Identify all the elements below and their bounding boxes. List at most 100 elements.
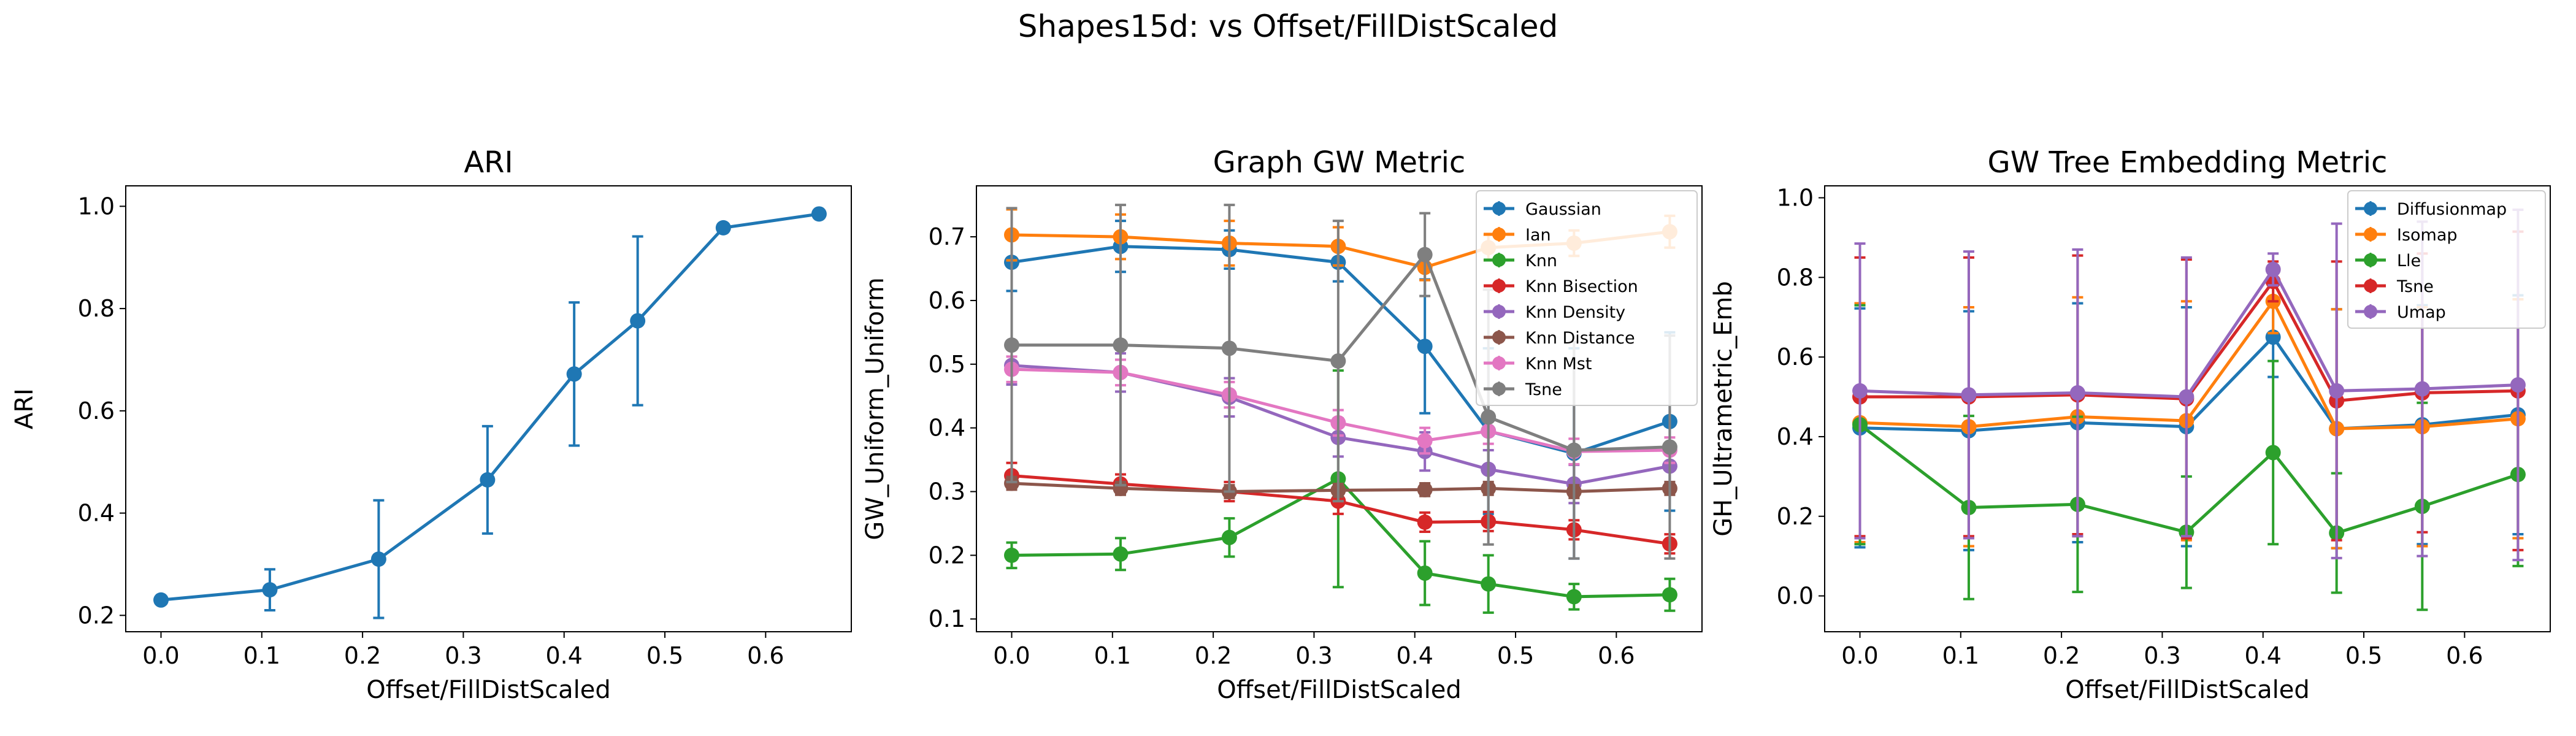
- data-point: [1961, 387, 1977, 403]
- y-axis-label: GH_Ultrametric_Emb: [1709, 281, 1738, 537]
- x-tick-label: 0.5: [646, 642, 683, 669]
- y-tick-label: 0.4: [78, 500, 115, 527]
- chart-title: Graph GW Metric: [1213, 145, 1466, 180]
- data-point: [811, 206, 827, 222]
- x-tick-label: 0.6: [1598, 642, 1635, 669]
- data-point: [630, 313, 646, 329]
- data-point: [1417, 565, 1433, 581]
- figure-suptitle: Shapes15d: vs Offset/FillDistScaled: [1018, 9, 1558, 44]
- y-axis-label: ARI: [10, 388, 39, 429]
- series-line: [1011, 481, 1670, 493]
- series-line: [1011, 367, 1670, 453]
- y-tick-label: 0.1: [929, 605, 965, 632]
- legend-label: Diffusionmap: [2397, 200, 2507, 219]
- data-point: [1417, 481, 1433, 497]
- data-point: [1113, 546, 1129, 562]
- y-tick-label: 0.2: [78, 602, 115, 629]
- x-tick-label: 0.2: [1195, 642, 1232, 669]
- x-tick-label: 0.0: [1841, 642, 1878, 669]
- data-point: [1662, 439, 1677, 455]
- legend: Gaussian Ian Knn Knn Bisection Knn Density Kn…: [1476, 190, 1698, 406]
- y-tick-label: 0.3: [929, 478, 965, 505]
- data-point: [153, 592, 169, 608]
- y-tick-label: 0.2: [929, 542, 965, 569]
- data-point: [2329, 383, 2345, 399]
- legend-label: Isomap: [2397, 226, 2458, 245]
- series-line: [1860, 267, 2518, 399]
- legend-swatch-marker: [1492, 331, 1506, 344]
- legend-label: Tsne: [1525, 380, 1562, 399]
- x-tick-label: 0.1: [1942, 642, 1979, 669]
- x-tick-label: 0.5: [2345, 642, 2382, 669]
- chart-title: ARI: [464, 145, 513, 180]
- x-tick-label: 0.4: [546, 642, 583, 669]
- data-point: [1221, 340, 1237, 356]
- legend-swatch-marker: [2364, 253, 2377, 267]
- data-point: [1417, 339, 1433, 355]
- y-tick-label: 0.8: [1777, 264, 1814, 291]
- x-tick-label: 0.1: [243, 642, 280, 669]
- legend-swatch-marker: [1492, 356, 1506, 370]
- legend-label: Knn Density: [1525, 303, 1625, 322]
- x-tick-label: 0.4: [2245, 642, 2282, 669]
- legend-label: Lle: [2397, 251, 2421, 270]
- x-tick-label: 0.2: [344, 642, 381, 669]
- x-axis-label: Offset/FillDistScaled: [1217, 676, 1462, 704]
- legend-label: Knn Mst: [1525, 355, 1592, 374]
- data-point: [2414, 381, 2430, 397]
- x-axis-label: Offset/FillDistScaled: [2065, 676, 2310, 704]
- series-line: [1860, 299, 2518, 431]
- legend-swatch-marker: [2364, 202, 2377, 215]
- data-point: [1221, 529, 1237, 545]
- legend-swatch-marker: [2364, 279, 2377, 293]
- legend-item: Umap: [2355, 303, 2446, 322]
- data-point: [715, 220, 731, 236]
- y-tick-label: 0.6: [929, 287, 965, 314]
- y-tick-label: 0.6: [1777, 343, 1814, 370]
- x-axis-label: Offset/FillDistScaled: [366, 676, 611, 704]
- data-point: [1417, 432, 1433, 448]
- chart-panel-2: Graph GW Metric 0.0 0.1 0.2 0.3 0.4 0.5 0.6 0.1 0…: [861, 145, 1703, 704]
- legend-item: Knn Distance: [1484, 329, 1635, 348]
- legend-item: Ian: [1484, 226, 1551, 245]
- legend-label: Tsne: [2396, 277, 2434, 296]
- data-point: [1004, 475, 1020, 491]
- data-point: [1662, 587, 1677, 603]
- legend-swatch-marker: [1492, 279, 1506, 293]
- x-tick-label: 0.0: [993, 642, 1030, 669]
- x-tick-label: 0.4: [1397, 642, 1433, 669]
- data-point: [566, 366, 582, 382]
- legend-label: Knn Bisection: [1525, 277, 1638, 296]
- chart-panel-1: ARI 0.0 0.1 0.2 0.3 0.4 0.5 0.6 0.2 0.4 0.6 0.8 1.0 O…: [10, 145, 852, 704]
- legend-item: Knn Density: [1484, 303, 1625, 322]
- legend-box: [1476, 190, 1698, 406]
- y-tick-label: 1.0: [1777, 184, 1814, 211]
- legend-label: Knn: [1525, 251, 1557, 270]
- x-tick-label: 0.5: [1497, 642, 1534, 669]
- legend-item: Tsne: [2355, 277, 2434, 296]
- x-tick-label: 0.3: [445, 642, 481, 669]
- x-tick-label: 0.6: [747, 642, 784, 669]
- series-line: [1860, 280, 2518, 402]
- data-point: [1852, 383, 1868, 399]
- data-point: [480, 472, 496, 488]
- legend-swatch-marker: [2364, 305, 2377, 318]
- axes-frame: [976, 185, 1703, 632]
- series-line: [1011, 245, 1671, 455]
- series-main: [153, 206, 827, 619]
- series-line: [1011, 474, 1670, 546]
- y-tick-label: 0.0: [1777, 583, 1814, 610]
- legend-item: Gaussian: [1484, 200, 1601, 219]
- legend-item: Knn Bisection: [1484, 277, 1638, 296]
- y-tick-label: 0.4: [929, 415, 965, 442]
- legend: Diffusionmap Isomap Lle Tsne Umap: [2347, 190, 2546, 329]
- series-line: [1011, 477, 1670, 599]
- panels: ARI 0.0 0.1 0.2 0.3 0.4 0.5 0.6 0.2 0.4 0.6 0.8 1.0 O…: [10, 145, 2551, 704]
- y-tick-label: 0.5: [929, 351, 965, 378]
- x-tick-label: 0.1: [1094, 642, 1131, 669]
- data-point: [370, 551, 386, 567]
- y-tick-label: 0.8: [78, 295, 115, 322]
- data-point: [2069, 385, 2085, 401]
- series-line: [1011, 253, 1670, 452]
